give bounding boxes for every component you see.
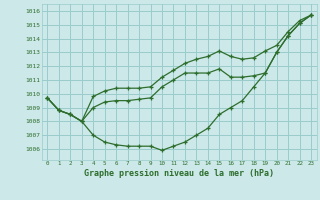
X-axis label: Graphe pression niveau de la mer (hPa): Graphe pression niveau de la mer (hPa) — [84, 169, 274, 178]
